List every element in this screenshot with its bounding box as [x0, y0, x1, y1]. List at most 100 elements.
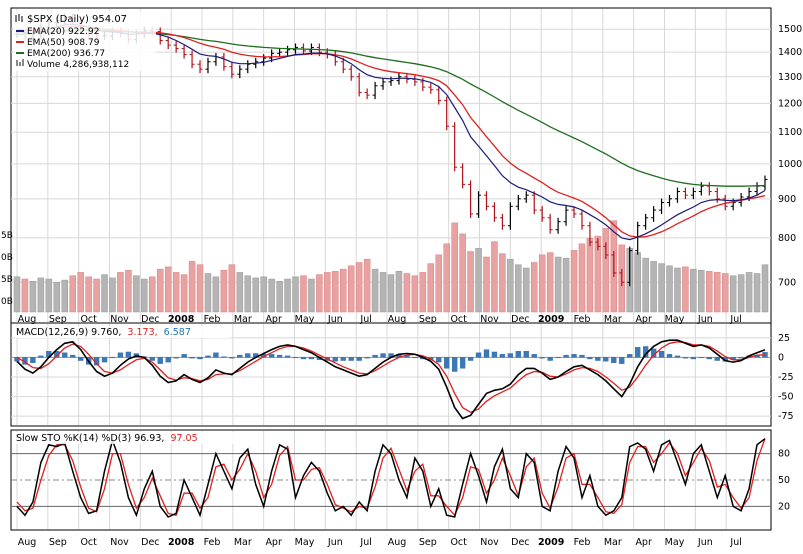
volume-bar — [530, 262, 538, 313]
volume-bar — [164, 266, 172, 313]
x-tick-label-bottom: Dec — [141, 537, 159, 548]
volume-bar — [674, 267, 681, 313]
macd-legend-hist: 6.587 — [164, 327, 191, 338]
volume-bar — [204, 273, 212, 313]
volume-bar — [706, 271, 713, 313]
legend-volume: Volume 4,286,938,112 — [27, 60, 129, 70]
x-tick-label-price: Jul — [359, 314, 371, 325]
volume-bar — [53, 282, 61, 313]
x-tick-label-price: Dec — [511, 314, 529, 325]
price-y-tick-label: 1400 — [778, 47, 802, 58]
macd-histogram-bar — [674, 355, 681, 358]
macd-histogram-bar — [475, 352, 482, 358]
macd-histogram-bar — [245, 353, 251, 358]
stochastic-legend-d: 97.05 — [170, 433, 197, 444]
x-tick-label-bottom: May — [295, 537, 315, 548]
volume-bar — [13, 276, 21, 313]
volume-bar — [324, 272, 331, 313]
x-tick-label-bottom: Nov — [110, 537, 129, 548]
x-tick-label-bottom: 2009 — [538, 537, 564, 548]
macd-histogram-bar — [499, 354, 506, 358]
svg-text:MACD(12,26,9) 9.760, 3: MACD(12,26,9) 9.760, 3.173, 6.587 — [16, 327, 191, 338]
macd-histogram-bar — [101, 357, 108, 363]
volume-bar — [21, 278, 29, 313]
macd-y-tick-label: -50 — [778, 392, 794, 403]
macd-histogram-bar — [690, 357, 697, 360]
volume-bar — [371, 268, 379, 313]
price-y-tick-label: 1500 — [778, 24, 802, 35]
macd-histogram-bar — [507, 353, 514, 358]
volume-bar — [85, 276, 92, 313]
macd-histogram-bar — [300, 357, 307, 360]
x-tick-label-price: Apr — [635, 314, 652, 325]
x-tick-label-price: 2009 — [538, 314, 564, 325]
x-tick-label-price: Sep — [419, 314, 437, 325]
volume-bar — [363, 258, 371, 313]
macd-histogram-bar — [587, 357, 593, 360]
stochastic-y-tick-label: 20 — [778, 501, 790, 512]
macd-y-tick-label: -25 — [778, 372, 794, 383]
price-y-tick-label: 1000 — [778, 159, 802, 170]
volume-bar — [602, 228, 610, 313]
volume-bar — [149, 276, 156, 313]
volume-bar — [395, 271, 403, 313]
legend-volume-icon — [16, 59, 24, 66]
volume-bar — [77, 272, 84, 313]
macd-histogram-bar — [627, 354, 633, 358]
volume-bar — [196, 264, 204, 313]
volume-bar — [141, 278, 148, 313]
macd-histogram-bar — [356, 357, 362, 361]
macd-panel: 25 0 -25 -50 -75 MACD(12,26,9) 9.760, 3.173,… — [10, 322, 794, 427]
volume-bar — [347, 265, 355, 313]
macd-histogram-bar — [539, 357, 545, 359]
x-tick-label-bottom: Mar — [234, 537, 252, 548]
x-tick-label-price: May — [295, 314, 315, 325]
volume-bar — [308, 278, 315, 313]
volume-bar — [443, 243, 450, 313]
x-tick-label-bottom: 2008 — [168, 537, 195, 548]
volume-bar — [37, 277, 45, 313]
macd-histogram-bar — [205, 355, 211, 358]
macd-histogram-bar — [109, 357, 116, 359]
macd-histogram-bar — [467, 357, 474, 361]
volume-bar — [538, 254, 546, 313]
volume-bar — [753, 273, 761, 313]
volume-y-tick-label: 5B — [1, 275, 13, 285]
macd-y-tick-label: 25 — [778, 333, 790, 344]
volume-bar — [650, 261, 657, 313]
volume-bar — [260, 276, 267, 313]
volume-bar — [666, 265, 673, 313]
volume-bar — [451, 222, 458, 313]
macd-histogram-bar — [491, 351, 498, 358]
macd-histogram-bar — [547, 357, 553, 361]
macd-histogram-bar — [452, 357, 458, 372]
macd-histogram-bar — [149, 357, 155, 361]
price-y-tick-label: 800 — [778, 233, 796, 244]
volume-y-tick-label: 0B — [1, 297, 13, 307]
x-tick-label-price: Jun — [327, 314, 343, 325]
legend-price: $SPX (Daily) 954.07 — [27, 14, 127, 25]
macd-histogram-bar — [117, 352, 124, 358]
x-tick-label-price: Aug — [18, 314, 37, 325]
macd-histogram-bar — [340, 357, 346, 361]
volume-bar — [499, 253, 506, 313]
macd-y-ticks: 25 0 -25 -50 -75 — [778, 333, 794, 422]
volume-bar — [634, 252, 641, 313]
volume-bar — [117, 272, 124, 313]
macd-histogram-bar — [308, 357, 315, 360]
macd-legend-main: MACD(12,26,9) 9.760, — [16, 327, 121, 338]
x-tick-label-bottom: Sep — [419, 537, 437, 548]
stochastic-d-line — [16, 438, 766, 517]
macd-histogram-bar — [635, 347, 641, 358]
volume-bar — [252, 277, 259, 313]
volume-bar — [300, 275, 307, 313]
volume-bar — [156, 268, 164, 313]
x-tick-label-bottom: Aug — [18, 537, 37, 548]
macd-histogram-bar — [78, 357, 84, 361]
macd-histogram-bar — [603, 357, 609, 362]
macd-histogram-bar — [483, 349, 490, 358]
macd-histogram — [14, 346, 768, 372]
volume-bar — [658, 263, 665, 313]
price-y-tick-label: 900 — [778, 194, 796, 205]
volume-bar — [355, 262, 363, 313]
